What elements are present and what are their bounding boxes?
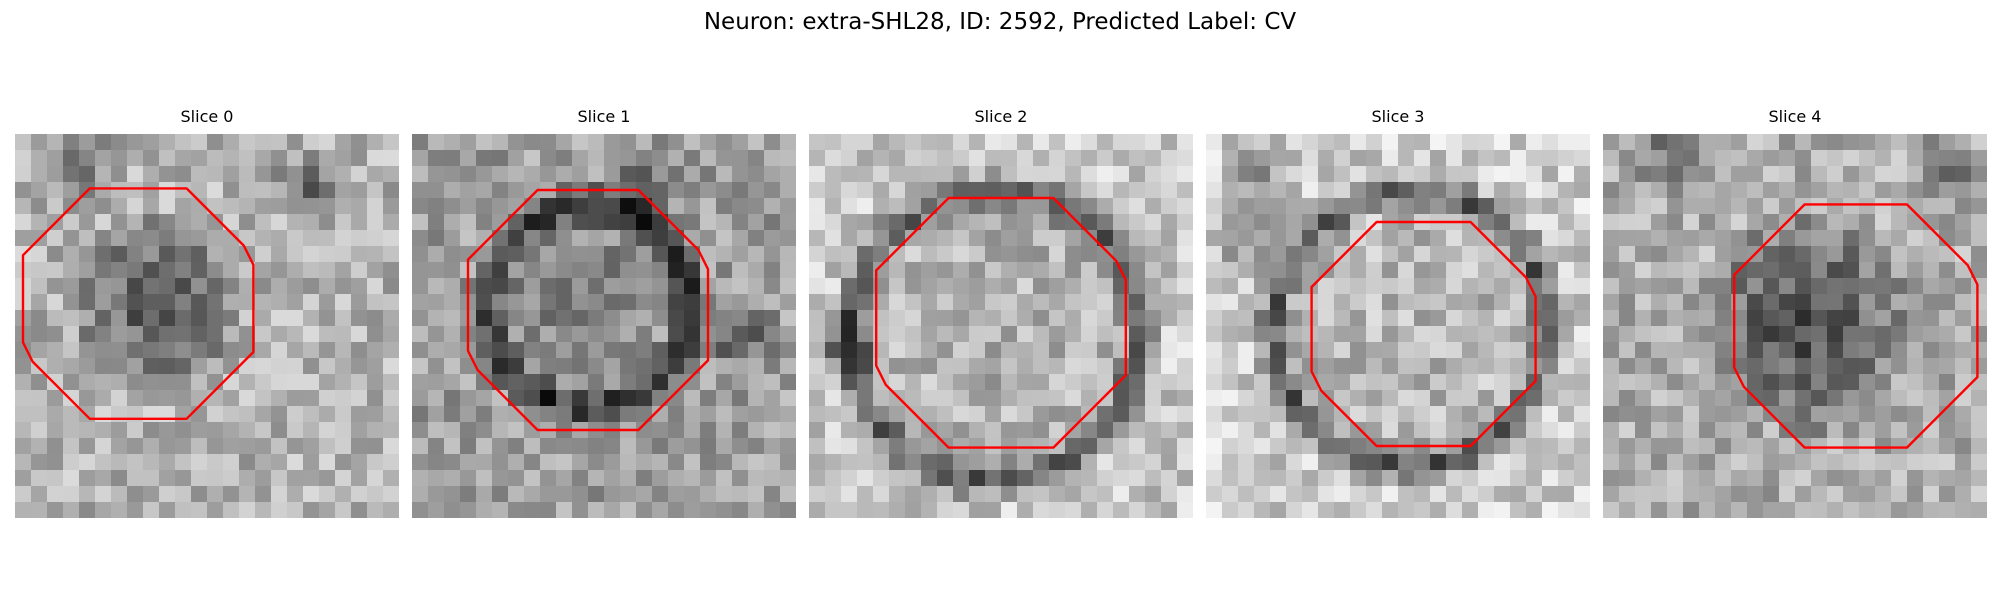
slice-title: Slice 4 [1768, 107, 1822, 126]
segmentation-contour [466, 188, 710, 432]
slice-image-1 [412, 134, 796, 518]
segmentation-contour [21, 187, 255, 420]
slice-title: Slice 3 [1371, 107, 1425, 126]
slice-title: Slice 1 [577, 107, 631, 126]
slice-title: Slice 2 [974, 107, 1028, 126]
slice-image-4 [1603, 134, 1987, 518]
slice-image-3 [1206, 134, 1590, 518]
figure-title: Neuron: extra-SHL28, ID: 2592, Predicted… [703, 9, 1297, 35]
slice-panel-3: Slice 3 [1206, 106, 1590, 526]
slice-panel-2: Slice 2 [809, 106, 1193, 526]
slice-panel-0: Slice 0 [15, 106, 399, 526]
slice-image-2 [809, 134, 1193, 518]
slice-panel-4: Slice 4 [1603, 106, 1987, 526]
slice-title: Slice 0 [180, 107, 234, 126]
segmentation-contour [1732, 203, 1979, 449]
slice-panel-1: Slice 1 [412, 106, 796, 526]
segmentation-contour [874, 196, 1127, 449]
slice-image-0 [15, 134, 399, 518]
segmentation-contour [1310, 220, 1537, 448]
